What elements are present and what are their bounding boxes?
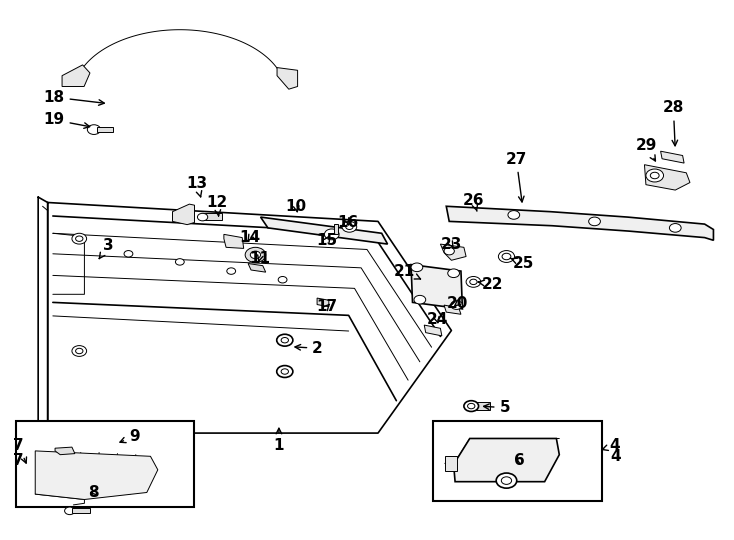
Circle shape — [277, 334, 293, 346]
Circle shape — [76, 348, 83, 354]
Circle shape — [464, 401, 479, 411]
Text: 16: 16 — [337, 215, 358, 230]
Text: 17: 17 — [316, 299, 338, 314]
Circle shape — [245, 247, 266, 262]
Circle shape — [650, 172, 659, 179]
Circle shape — [175, 259, 184, 265]
Text: 25: 25 — [510, 256, 534, 271]
Text: 23: 23 — [440, 237, 462, 252]
Circle shape — [278, 276, 287, 283]
Polygon shape — [248, 264, 266, 272]
Circle shape — [87, 125, 101, 134]
Polygon shape — [277, 68, 297, 89]
Circle shape — [414, 295, 426, 304]
Text: 3: 3 — [99, 238, 114, 259]
Circle shape — [646, 169, 664, 182]
Circle shape — [466, 276, 481, 287]
Text: 12: 12 — [206, 195, 228, 216]
Text: 8: 8 — [89, 485, 99, 500]
Text: 6: 6 — [514, 453, 525, 468]
Text: 14: 14 — [239, 230, 261, 245]
Bar — [16, 421, 194, 507]
Circle shape — [250, 251, 261, 259]
Circle shape — [444, 247, 454, 255]
Circle shape — [411, 263, 423, 272]
Circle shape — [65, 507, 75, 515]
Circle shape — [346, 224, 353, 230]
Circle shape — [502, 253, 511, 260]
Circle shape — [76, 236, 83, 241]
Circle shape — [277, 366, 293, 377]
Circle shape — [498, 251, 515, 262]
Polygon shape — [62, 65, 90, 86]
Text: 1: 1 — [274, 428, 284, 453]
Polygon shape — [224, 234, 244, 248]
Circle shape — [342, 221, 357, 232]
Polygon shape — [411, 265, 462, 309]
Polygon shape — [446, 206, 713, 240]
Bar — [72, 508, 90, 513]
Circle shape — [496, 473, 517, 488]
Text: 4: 4 — [611, 449, 621, 464]
Text: 21: 21 — [393, 264, 421, 279]
Circle shape — [589, 217, 600, 226]
Text: 10: 10 — [286, 199, 307, 214]
Circle shape — [669, 224, 681, 232]
Bar — [334, 224, 338, 234]
Bar — [97, 127, 113, 132]
Circle shape — [501, 477, 512, 484]
Bar — [476, 402, 490, 410]
Polygon shape — [55, 447, 75, 455]
Circle shape — [324, 229, 339, 240]
Text: 20: 20 — [447, 296, 468, 311]
Text: 26: 26 — [463, 193, 484, 211]
Polygon shape — [172, 204, 195, 225]
Polygon shape — [454, 438, 559, 482]
Text: 28: 28 — [663, 100, 684, 146]
Text: 19: 19 — [43, 112, 90, 129]
Polygon shape — [440, 244, 466, 260]
Text: 18: 18 — [43, 90, 104, 105]
Text: 9: 9 — [120, 429, 139, 444]
Polygon shape — [35, 451, 158, 500]
Polygon shape — [444, 305, 461, 314]
Polygon shape — [261, 217, 388, 244]
Circle shape — [448, 269, 459, 278]
Polygon shape — [317, 298, 329, 307]
Circle shape — [197, 213, 208, 221]
Text: 27: 27 — [506, 152, 527, 202]
Circle shape — [281, 338, 288, 343]
Text: 5: 5 — [484, 400, 510, 415]
Polygon shape — [445, 456, 457, 471]
Text: 7: 7 — [13, 438, 26, 463]
Text: 11: 11 — [249, 251, 270, 266]
Text: 24: 24 — [426, 312, 448, 327]
Circle shape — [72, 346, 87, 356]
Text: 13: 13 — [186, 176, 207, 197]
Bar — [433, 421, 602, 501]
Circle shape — [468, 403, 475, 409]
Polygon shape — [424, 325, 442, 336]
Circle shape — [124, 251, 133, 257]
Text: 2: 2 — [295, 341, 323, 356]
Circle shape — [281, 369, 288, 374]
Circle shape — [72, 233, 87, 244]
Circle shape — [451, 301, 462, 309]
Text: 29: 29 — [636, 138, 657, 161]
Text: 7: 7 — [13, 453, 23, 468]
Text: 15: 15 — [316, 233, 338, 248]
Text: 22: 22 — [478, 276, 503, 292]
Polygon shape — [644, 165, 690, 190]
Bar — [202, 213, 222, 220]
Text: 4: 4 — [603, 438, 619, 453]
Circle shape — [227, 268, 236, 274]
Circle shape — [470, 279, 477, 285]
Circle shape — [508, 211, 520, 219]
Polygon shape — [661, 151, 684, 163]
